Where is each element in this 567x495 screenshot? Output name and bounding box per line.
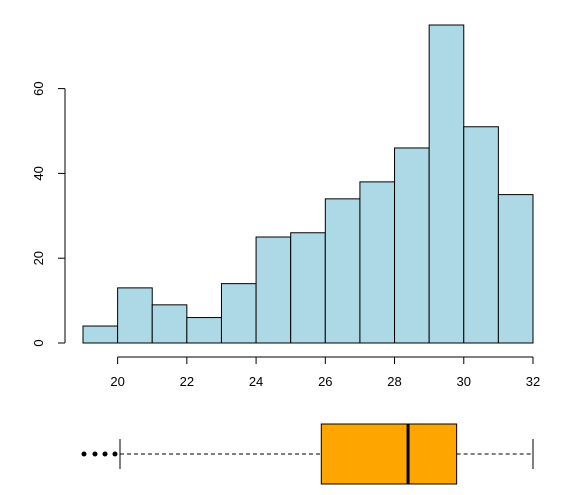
x-tick-label: 22: [180, 374, 194, 389]
x-axis: 20 22 24 26 28 30 32: [110, 356, 540, 389]
y-tick-label: 0: [31, 339, 46, 346]
histogram-bar: [463, 126, 499, 344]
x-tick-label: 26: [318, 374, 332, 389]
histogram-bar: [394, 147, 430, 344]
x-tick-label: 28: [387, 374, 401, 389]
boxplot-outlier: [81, 451, 87, 457]
y-tick-label: 60: [31, 81, 46, 95]
histogram-bar: [186, 317, 222, 344]
y-axis: 0 20 40 60: [31, 81, 66, 347]
boxplot: [81, 423, 534, 485]
x-tick-label: 20: [110, 374, 124, 389]
boxplot-outlier: [112, 451, 118, 457]
y-tick-label: 20: [31, 251, 46, 265]
boxplot-outlier: [92, 451, 98, 457]
x-tick-label: 32: [526, 374, 540, 389]
boxplot-box: [320, 423, 458, 485]
histogram-bar: [117, 287, 153, 344]
histogram-bar: [428, 24, 465, 344]
histogram-bar: [255, 236, 292, 344]
histogram-bar: [324, 198, 361, 344]
histogram-bar: [359, 181, 396, 344]
histogram-bar: [82, 325, 119, 344]
histogram-bar: [151, 304, 188, 344]
histogram-bar: [290, 232, 326, 344]
x-tick-label: 30: [457, 374, 471, 389]
y-tick-label: 40: [31, 166, 46, 180]
histogram-bar: [497, 194, 534, 344]
histogram-bar: [220, 283, 257, 344]
x-tick-label: 24: [249, 374, 263, 389]
histogram-bars: [82, 24, 534, 344]
boxplot-outlier: [102, 451, 108, 457]
